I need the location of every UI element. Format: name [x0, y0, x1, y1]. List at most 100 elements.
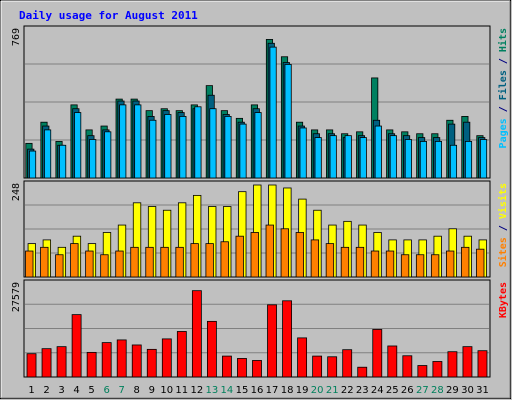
x-tick-label: 6: [104, 385, 110, 396]
x-tick-label: 24: [371, 385, 384, 396]
bar-sites-14: [220, 241, 229, 278]
bar-pages-3: [59, 144, 67, 179]
bar-sites-11: [175, 246, 184, 278]
bar-pages-28: [434, 141, 442, 179]
x-tick-label: 18: [281, 385, 294, 396]
x-tick-label: 25: [386, 385, 399, 396]
bar-sites-3: [55, 254, 64, 278]
ymax-label: 769: [11, 28, 22, 46]
bar-pages-31: [479, 139, 488, 179]
bar-pages-16: [254, 112, 262, 179]
bar-kbytes-3: [56, 346, 67, 378]
bar-sites-8: [130, 246, 139, 278]
bar-kbytes-31: [477, 350, 488, 378]
bar-pages-2: [44, 129, 52, 179]
bar-pages-29: [449, 144, 458, 179]
bar-sites-22: [340, 246, 350, 278]
x-tick-label: 12: [191, 385, 204, 396]
x-tick-label: 20: [311, 385, 324, 396]
bar-sites-10: [160, 246, 169, 278]
bar-sites-23: [355, 246, 365, 278]
bar-sites-16: [250, 232, 259, 278]
x-tick-label: 4: [73, 385, 79, 396]
bar-pages-13: [209, 108, 217, 179]
x-tick-label: 22: [341, 385, 354, 396]
bar-kbytes-17: [267, 304, 277, 378]
x-tick-label: 5: [88, 385, 94, 396]
bar-pages-10: [164, 114, 172, 179]
x-tick-label: 9: [149, 385, 155, 396]
x-tick-label: 17: [266, 385, 279, 396]
bar-pages-22: [344, 135, 352, 179]
legend-entry: Hits: [497, 28, 509, 52]
bar-kbytes-20: [312, 355, 323, 378]
bar-sites-21: [325, 243, 335, 278]
bar-kbytes-25: [387, 345, 398, 378]
panel-visits: 248 Sites / Visits: [11, 180, 509, 278]
series-pages: [29, 46, 488, 179]
bar-kbytes-12: [191, 290, 202, 378]
series-sites: [25, 224, 485, 278]
legend-entry: KBytes: [498, 282, 509, 318]
bar-kbytes-14: [222, 355, 232, 378]
bar-sites-25: [385, 250, 395, 278]
bar-kbytes-5: [86, 351, 97, 378]
bar-kbytes-4: [71, 314, 82, 378]
bar-sites-1: [25, 250, 34, 278]
ymax-label: 248: [11, 183, 22, 201]
bar-sites-18: [280, 228, 289, 278]
bar-kbytes-22: [342, 349, 353, 378]
legend-entry: Files: [497, 70, 509, 100]
bar-sites-17: [265, 224, 274, 278]
bar-pages-7: [119, 104, 127, 179]
bar-pages-21: [329, 135, 337, 179]
bar-kbytes-8: [131, 344, 142, 378]
bar-kbytes-21: [327, 356, 338, 378]
x-tick-label: 26: [401, 385, 414, 396]
bar-kbytes-15: [237, 358, 247, 378]
bar-sites-6: [100, 254, 109, 278]
bar-pages-20: [314, 137, 322, 179]
bar-kbytes-1: [26, 353, 37, 378]
legend-entry: /: [498, 100, 509, 118]
x-tick-label: 7: [119, 385, 125, 396]
x-tick-label: 29: [446, 385, 459, 396]
bar-sites-27: [415, 254, 425, 278]
bar-kbytes-23: [357, 366, 368, 378]
bar-pages-30: [464, 141, 473, 179]
x-tick-label: 15: [236, 385, 249, 396]
bar-sites-5: [85, 250, 94, 278]
bar-pages-1: [29, 150, 37, 179]
bar-kbytes-13: [206, 320, 217, 378]
x-tick-label: 3: [58, 385, 64, 396]
legend-entry: Visits: [497, 183, 509, 219]
x-tick-label: 31: [476, 385, 489, 396]
x-tick-label: 10: [160, 385, 173, 396]
bar-pages-26: [404, 139, 412, 179]
bar-sites-29: [446, 250, 455, 278]
panel-hits: 769 Pages / Files / Hits: [11, 25, 509, 179]
x-tick-label: 19: [296, 385, 309, 396]
bar-sites-19: [295, 232, 304, 278]
bar-kbytes-28: [432, 361, 443, 378]
bar-pages-18: [284, 64, 292, 179]
bar-sites-4: [70, 243, 79, 278]
bar-pages-4: [74, 112, 82, 179]
bar-kbytes-7: [116, 339, 127, 378]
bar-sites-31: [476, 248, 485, 278]
legend-entry: /: [498, 52, 509, 70]
bar-kbytes-9: [146, 348, 157, 378]
bar-kbytes-11: [176, 331, 187, 378]
bar-kbytes-18: [282, 300, 292, 378]
chart-title: Daily usage for August 2011: [19, 9, 198, 22]
bar-pages-9: [149, 119, 157, 179]
bar-sites-26: [400, 254, 410, 278]
bar-pages-12: [194, 106, 202, 179]
bar-pages-27: [419, 141, 427, 179]
x-tick-label: 1: [28, 385, 34, 396]
bar-pages-24: [374, 125, 382, 179]
x-tick-label: 27: [416, 385, 429, 396]
x-tick-label: 23: [356, 385, 369, 396]
x-tick-label: 21: [326, 385, 339, 396]
bar-kbytes-2: [41, 348, 52, 378]
